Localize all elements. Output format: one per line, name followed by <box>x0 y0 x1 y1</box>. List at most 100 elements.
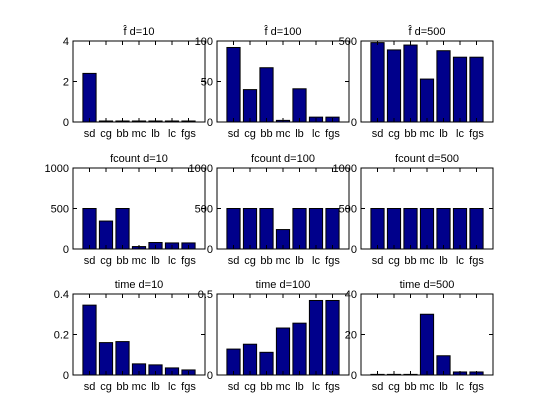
x-tick-label: bb <box>116 381 128 393</box>
x-tick-label: fgs <box>181 255 196 267</box>
x-tick-label: fgs <box>469 128 484 140</box>
subplot-title: time d=100 <box>256 279 311 291</box>
x-tick-label: sd <box>372 255 384 267</box>
x-tick-label: mc <box>132 255 147 267</box>
x-tick-label: mc <box>276 128 291 140</box>
x-tick-label: fgs <box>325 381 340 393</box>
x-tick-label: sd <box>228 128 240 140</box>
x-tick-label: lc <box>312 128 320 140</box>
x-tick-label: lc <box>168 381 176 393</box>
bar <box>82 208 97 250</box>
y-tick-label: 50 <box>201 77 213 89</box>
x-tick-label: sd <box>84 255 96 267</box>
x-tick-label: cg <box>388 255 400 267</box>
bar <box>98 220 114 250</box>
x-tick-label: mc <box>276 255 291 267</box>
x-tick-label: lb <box>439 255 448 267</box>
bar <box>242 89 258 123</box>
bar <box>115 208 130 250</box>
x-tick-label: lb <box>151 381 160 393</box>
y-tick-label: 0.5 <box>198 289 213 301</box>
x-tick-label: lb <box>439 128 448 140</box>
y-tick-label: 0 <box>351 117 357 129</box>
bar <box>452 56 468 123</box>
bar <box>259 208 274 250</box>
x-tick-label: fgs <box>469 381 484 393</box>
subplot-title: f̂ d=500 <box>408 24 446 38</box>
y-tick-label: 0 <box>351 370 357 382</box>
y-tick-label: 500 <box>195 204 213 216</box>
y-tick-label: 0 <box>63 117 69 129</box>
bar <box>82 72 97 123</box>
subplot-title: fcount d=100 <box>251 153 315 165</box>
y-tick-label: 2 <box>63 77 69 89</box>
x-tick-label: fgs <box>181 381 196 393</box>
x-tick-label: sd <box>84 128 96 140</box>
x-tick-label: cg <box>388 381 400 393</box>
bar <box>436 208 451 250</box>
x-tick-label: mc <box>132 381 147 393</box>
subplot-1: 0 2 4 sd cg bb mc lb lc fgs f̂ d=10 <box>63 24 206 140</box>
bar <box>386 208 402 250</box>
y-tick-label: 1000 <box>189 163 213 175</box>
x-tick-label: fgs <box>181 128 196 140</box>
y-tick-label: 500 <box>339 204 357 216</box>
x-tick-label: lb <box>295 128 304 140</box>
y-tick-label: 0 <box>207 117 213 129</box>
y-tick-label: 500 <box>51 204 69 216</box>
subplot-title: f̂ d=100 <box>264 24 302 38</box>
x-tick-label: fgs <box>325 255 340 267</box>
x-tick-label: lc <box>312 255 320 267</box>
bar <box>292 88 307 123</box>
subplot-8: 0 0.5 sd cg bb mc lb lc fgs time d=100 <box>198 279 350 393</box>
bar <box>469 208 484 250</box>
x-tick-label: lc <box>312 381 320 393</box>
x-tick-label: bb <box>260 128 272 140</box>
bar <box>469 56 484 123</box>
x-tick-label: sd <box>228 255 240 267</box>
y-tick-label: 500 <box>339 36 357 48</box>
y-tick-label: 0 <box>351 244 357 256</box>
bar <box>419 208 435 250</box>
y-tick-label: 0 <box>63 370 69 382</box>
y-tick-label: 20 <box>345 330 357 342</box>
x-tick-label: cg <box>100 255 112 267</box>
subplot-2: 0 50 100 sd cg bb mc lb lc fgs f̂ d=100 <box>195 24 350 140</box>
x-tick-label: mc <box>132 128 147 140</box>
x-tick-label: fgs <box>325 128 340 140</box>
subplot-9: 0 20 40 sd cg bb mc lb lc fgs time d=500 <box>345 279 494 393</box>
bar <box>292 322 307 376</box>
x-tick-label: bb <box>404 128 416 140</box>
bar <box>370 208 385 250</box>
bar <box>325 299 340 376</box>
y-tick-label: 100 <box>195 36 213 48</box>
bar <box>436 50 451 123</box>
x-tick-label: sd <box>228 381 240 393</box>
y-tick-label: 1000 <box>45 163 69 175</box>
x-tick-label: lc <box>456 255 464 267</box>
subplot-title: fcount d=10 <box>110 153 168 165</box>
bar <box>419 78 435 123</box>
x-tick-label: mc <box>276 381 291 393</box>
x-tick-label: lc <box>456 128 464 140</box>
x-tick-label: cg <box>244 381 256 393</box>
y-tick-label: 0.2 <box>54 330 69 342</box>
bar <box>115 341 130 376</box>
bar <box>308 208 324 250</box>
bar <box>275 327 291 376</box>
x-tick-label: cg <box>100 128 112 140</box>
x-tick-label: lc <box>168 128 176 140</box>
x-tick-label: bb <box>260 381 272 393</box>
bar <box>242 343 258 376</box>
x-tick-label: bb <box>404 381 416 393</box>
bar <box>325 208 340 250</box>
subplot-7: 0 0.2 0.4 sd cg bb mc lb lc fgs time d=10 <box>54 279 206 393</box>
subplot-title: fcount d=500 <box>395 153 459 165</box>
x-tick-label: lb <box>151 255 160 267</box>
bar <box>226 46 241 123</box>
y-tick-label: 0 <box>63 244 69 256</box>
y-tick-label: 40 <box>345 289 357 301</box>
subplot-6: 0 500 1000 sd cg bb mc lb lc fgs fcount d=500 <box>333 153 494 267</box>
subplot-title: time d=500 <box>400 279 455 291</box>
y-tick-label: 1000 <box>333 163 357 175</box>
